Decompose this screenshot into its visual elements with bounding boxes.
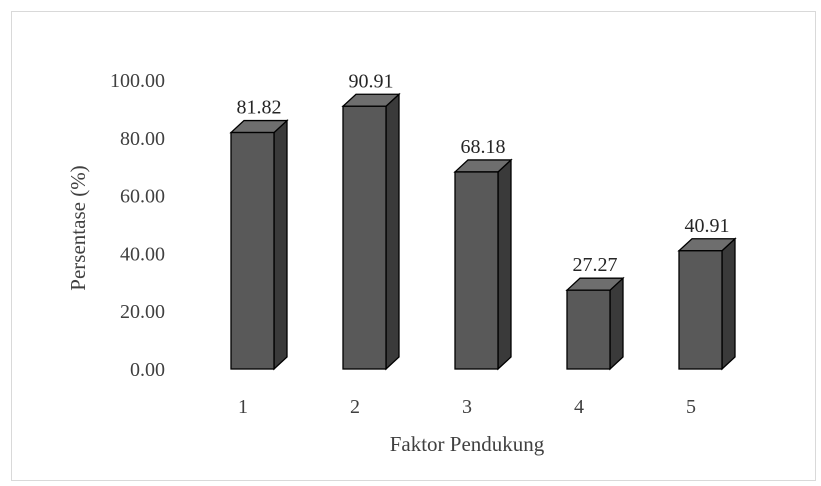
bar-side-face — [385, 92, 400, 371]
bar-2 — [341, 92, 401, 371]
x-tick-label: 3 — [462, 396, 472, 418]
x-tick-label: 1 — [238, 396, 248, 418]
bar-value-label: 68.18 — [461, 136, 506, 158]
y-tick-label: 20.00 — [120, 301, 165, 323]
bar-front-face — [678, 250, 723, 370]
x-tick-label: 5 — [686, 396, 696, 418]
bar-value-label: 90.91 — [349, 70, 394, 92]
y-tick-label: 40.00 — [120, 243, 165, 265]
bar-side-face — [273, 119, 288, 371]
y-axis-ticks: 0.00 20.00 40.00 60.00 80.00 100.00 — [110, 70, 165, 381]
data-labels-group: 81.82 90.91 68.18 27.27 40.91 — [237, 70, 730, 276]
bar-value-label: 40.91 — [685, 215, 730, 237]
y-tick-label: 100.00 — [110, 70, 165, 92]
bar-front-face — [230, 131, 275, 370]
bars-group — [229, 92, 737, 371]
x-axis-title: Faktor Pendukung — [390, 432, 545, 456]
bar-value-label: 81.82 — [237, 97, 282, 119]
y-tick-label: 60.00 — [120, 186, 165, 208]
x-tick-label: 4 — [574, 396, 584, 418]
y-tick-label: 80.00 — [120, 128, 165, 150]
bar-front-face — [566, 289, 611, 370]
bar-side-face — [721, 237, 736, 371]
x-tick-label: 2 — [350, 396, 360, 418]
bar-front-face — [342, 105, 387, 370]
bar-front-face — [454, 171, 499, 370]
x-axis-ticks: 1 2 3 4 5 — [238, 396, 696, 418]
bar-3 — [453, 158, 513, 371]
bar-4 — [565, 276, 625, 371]
y-axis-title: Persentase (%) — [66, 165, 90, 290]
bar-value-label: 27.27 — [573, 254, 618, 276]
bar-1 — [229, 119, 289, 371]
bar-side-face — [497, 158, 512, 371]
chart-frame — [11, 11, 816, 481]
y-tick-label: 0.00 — [130, 359, 165, 381]
bar-5 — [677, 237, 737, 371]
bar-side-face — [609, 276, 624, 371]
